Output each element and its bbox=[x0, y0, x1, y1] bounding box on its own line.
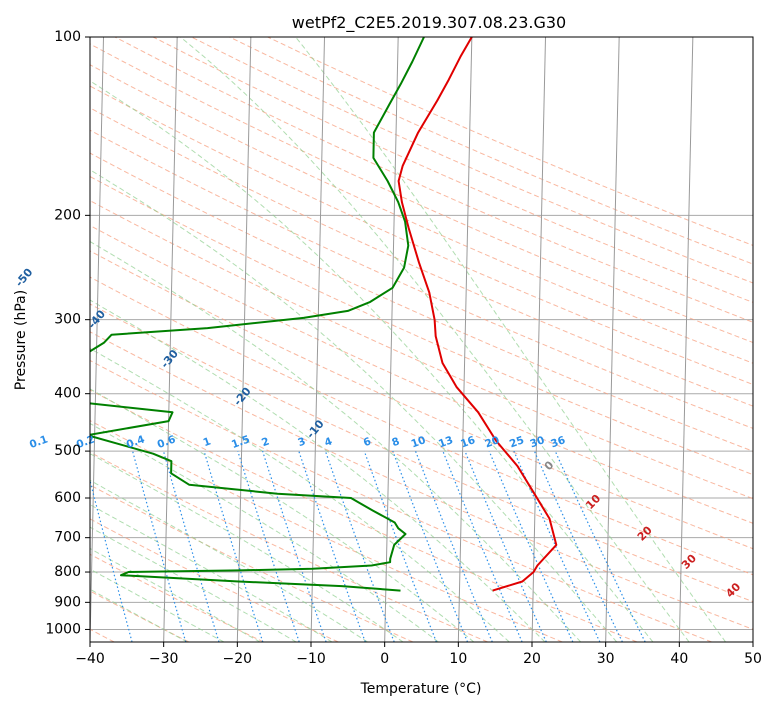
mixing-ratio-line bbox=[414, 450, 493, 642]
mixing-ratio-label: 30 bbox=[528, 434, 546, 450]
mixing-ratio-line bbox=[298, 450, 366, 642]
dry-adiabat-line bbox=[90, 590, 190, 642]
y-tick-label: 1000 bbox=[45, 621, 81, 637]
mixing-ratio-label: 0.1 bbox=[28, 433, 50, 451]
x-axis-label: Temperature (°C) bbox=[360, 681, 482, 697]
moist-adiabat-line bbox=[90, 240, 582, 642]
x-tick-label: −30 bbox=[149, 651, 179, 667]
plot-frame bbox=[89, 36, 754, 643]
moist-adiabat-line bbox=[90, 347, 510, 642]
temperature-profile-line bbox=[397, 37, 558, 592]
x-tick-label: 20 bbox=[523, 651, 541, 667]
isotherm-line bbox=[678, 37, 694, 642]
mixing-ratio-label: 13 bbox=[437, 434, 455, 450]
mixing-ratio-label: 1.5 bbox=[230, 433, 252, 451]
mixing-ratio-line bbox=[464, 450, 547, 642]
y-axis-label: Pressure (hPa) bbox=[13, 290, 29, 390]
mixing-ratio-label: 0.2 bbox=[75, 433, 97, 451]
y-tick-label: 100 bbox=[54, 29, 81, 45]
moist-adiabat-line bbox=[90, 299, 546, 642]
dry-adiabat-line bbox=[90, 85, 753, 386]
x-tick-label: 40 bbox=[670, 651, 688, 667]
isotherm-line bbox=[531, 37, 547, 642]
dry-adiabat-line bbox=[90, 451, 488, 642]
isotherm-line bbox=[236, 37, 252, 642]
mixing-ratio-label: 10 bbox=[410, 434, 428, 450]
isotherm-line bbox=[163, 37, 178, 642]
mixing-ratio-line bbox=[162, 450, 220, 642]
mixing-ratio-label: 8 bbox=[390, 435, 401, 449]
mixing-ratio-label: 6 bbox=[362, 435, 373, 449]
mixing-ratio-label: 0.6 bbox=[156, 433, 178, 451]
moist-adiabat-line bbox=[295, 37, 727, 642]
mixing-ratio-label: 25 bbox=[508, 434, 526, 450]
x-tick-label: −20 bbox=[223, 651, 253, 667]
dry-adiabat-line bbox=[90, 129, 753, 429]
mixing-ratio-label: 2 bbox=[260, 435, 271, 449]
mixing-ratio-line bbox=[442, 450, 523, 642]
x-tick-label: 30 bbox=[597, 651, 615, 667]
moist-adiabat-line bbox=[90, 504, 333, 642]
mixing-ratio-label: 20 bbox=[483, 434, 501, 450]
mixing-ratio-line bbox=[237, 450, 300, 642]
mixing-ratio-line bbox=[392, 450, 469, 642]
isotherm-line bbox=[90, 37, 105, 642]
mixing-ratio-label: 1 bbox=[202, 435, 213, 449]
y-tick-label: 400 bbox=[54, 386, 81, 402]
dewpoint-profile-line bbox=[90, 37, 425, 592]
mixing-ratio-label: 36 bbox=[549, 434, 567, 450]
dry-adiabat-line bbox=[90, 303, 753, 603]
mixing-ratio-line bbox=[262, 450, 327, 642]
dry-adiabat-line bbox=[90, 107, 753, 407]
dry-adiabat-line bbox=[90, 331, 753, 630]
dry-adiabat-line bbox=[90, 359, 712, 642]
x-tick-label: −10 bbox=[296, 651, 326, 667]
plot-area bbox=[90, 37, 753, 642]
mixing-ratio-line bbox=[324, 450, 395, 642]
isotherm-line bbox=[605, 37, 620, 642]
mixing-ratio-label: 0.4 bbox=[125, 433, 147, 451]
mixing-ratio-line bbox=[132, 450, 187, 642]
dry-adiabat-line bbox=[90, 250, 753, 550]
isotherm-line bbox=[457, 37, 473, 642]
y-tick-label: 500 bbox=[54, 443, 81, 459]
isotherm-line bbox=[384, 37, 399, 642]
dry-adiabat-line bbox=[90, 389, 638, 642]
mixing-ratio-line bbox=[488, 450, 574, 642]
moist-adiabat-line bbox=[90, 568, 225, 642]
y-tick-label: 800 bbox=[54, 564, 81, 580]
mixing-ratio-line bbox=[363, 450, 437, 642]
x-tick-label: 50 bbox=[744, 651, 762, 667]
x-tick-label: −40 bbox=[75, 651, 105, 667]
x-tick-label: 0 bbox=[380, 651, 389, 667]
y-tick-label: 900 bbox=[54, 594, 81, 610]
y-tick-label: 300 bbox=[54, 312, 81, 328]
isotherm-line bbox=[310, 37, 326, 642]
mixing-ratio-line bbox=[203, 450, 264, 642]
axis-ticks: −40 −30 −20 −10 0 10 20 30 40 5010020030040050060… bbox=[45, 29, 762, 667]
moist-adiabat-line bbox=[90, 453, 404, 642]
chart-title: wetPf2_C2E5.2019.307.08.23.G30 bbox=[292, 13, 566, 33]
mixing-ratio-line bbox=[90, 478, 133, 642]
y-tick-label: 600 bbox=[54, 490, 81, 506]
mixing-ratio-label: 4 bbox=[323, 435, 334, 449]
dry-adiabat-line bbox=[90, 64, 753, 364]
mixing-ratio-label: 16 bbox=[459, 434, 477, 450]
dry-adiabat-line bbox=[90, 176, 753, 476]
dry-adiabat-line bbox=[90, 152, 753, 452]
dry-adiabat-line bbox=[90, 224, 753, 524]
x-tick-label: 10 bbox=[449, 651, 467, 667]
y-tick-label: 700 bbox=[54, 530, 81, 546]
mixing-ratio-label: 3 bbox=[296, 435, 307, 449]
moist-adiabat-line bbox=[180, 37, 690, 642]
y-tick-label: 200 bbox=[54, 207, 81, 223]
